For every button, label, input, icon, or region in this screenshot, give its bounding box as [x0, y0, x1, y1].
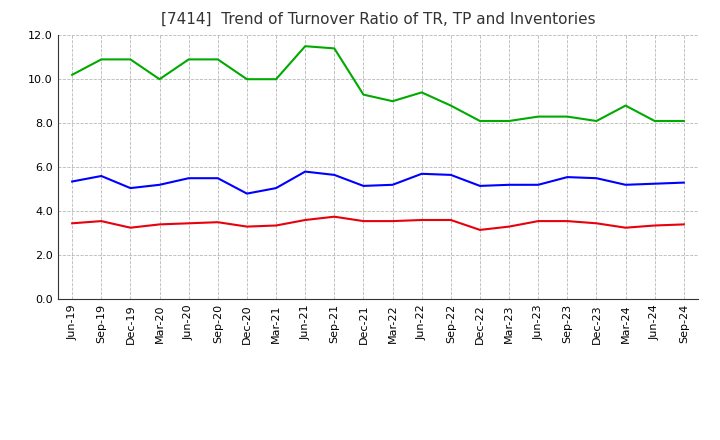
- Trade Receivables: [156, 222, 164, 227]
- Inventories: [505, 118, 513, 124]
- Inventories: [650, 118, 659, 124]
- Trade Receivables: [505, 224, 513, 229]
- Trade Receivables: [592, 221, 600, 226]
- Inventories: [592, 118, 600, 124]
- Inventories: [388, 99, 397, 104]
- Trade Receivables: [301, 217, 310, 223]
- Inventories: [359, 92, 368, 97]
- Trade Receivables: [184, 221, 193, 226]
- Line: Trade Payables: Trade Payables: [72, 172, 684, 194]
- Inventories: [476, 118, 485, 124]
- Trade Payables: [592, 176, 600, 181]
- Trade Payables: [388, 182, 397, 187]
- Trade Receivables: [388, 219, 397, 224]
- Inventories: [213, 57, 222, 62]
- Inventories: [184, 57, 193, 62]
- Inventories: [243, 77, 251, 82]
- Trade Payables: [476, 183, 485, 188]
- Trade Payables: [650, 181, 659, 187]
- Trade Payables: [330, 172, 338, 177]
- Trade Receivables: [534, 219, 543, 224]
- Trade Receivables: [330, 214, 338, 220]
- Trade Payables: [184, 176, 193, 181]
- Trade Receivables: [68, 221, 76, 226]
- Inventories: [330, 46, 338, 51]
- Trade Receivables: [621, 225, 630, 231]
- Trade Payables: [68, 179, 76, 184]
- Inventories: [301, 44, 310, 49]
- Trade Payables: [505, 182, 513, 187]
- Trade Receivables: [650, 223, 659, 228]
- Inventories: [97, 57, 106, 62]
- Inventories: [621, 103, 630, 108]
- Inventories: [126, 57, 135, 62]
- Inventories: [563, 114, 572, 119]
- Trade Payables: [359, 183, 368, 188]
- Trade Payables: [621, 182, 630, 187]
- Line: Trade Receivables: Trade Receivables: [72, 217, 684, 230]
- Trade Receivables: [243, 224, 251, 229]
- Inventories: [156, 77, 164, 82]
- Inventories: [446, 103, 455, 108]
- Trade Receivables: [476, 227, 485, 232]
- Trade Payables: [418, 171, 426, 176]
- Trade Receivables: [126, 225, 135, 231]
- Inventories: [418, 90, 426, 95]
- Trade Receivables: [271, 223, 280, 228]
- Trade Payables: [97, 173, 106, 179]
- Trade Receivables: [418, 217, 426, 223]
- Trade Receivables: [446, 217, 455, 223]
- Trade Payables: [563, 174, 572, 180]
- Inventories: [680, 118, 688, 124]
- Trade Payables: [301, 169, 310, 174]
- Trade Receivables: [680, 222, 688, 227]
- Trade Receivables: [359, 219, 368, 224]
- Trade Payables: [446, 172, 455, 177]
- Inventories: [534, 114, 543, 119]
- Trade Payables: [680, 180, 688, 185]
- Trade Payables: [243, 191, 251, 196]
- Title: [7414]  Trend of Turnover Ratio of TR, TP and Inventories: [7414] Trend of Turnover Ratio of TR, TP…: [161, 12, 595, 27]
- Trade Receivables: [213, 220, 222, 225]
- Trade Payables: [156, 182, 164, 187]
- Trade Payables: [534, 182, 543, 187]
- Trade Receivables: [563, 219, 572, 224]
- Trade Payables: [126, 186, 135, 191]
- Trade Payables: [213, 176, 222, 181]
- Trade Payables: [271, 186, 280, 191]
- Inventories: [68, 72, 76, 77]
- Trade Receivables: [97, 219, 106, 224]
- Inventories: [271, 77, 280, 82]
- Line: Inventories: Inventories: [72, 46, 684, 121]
